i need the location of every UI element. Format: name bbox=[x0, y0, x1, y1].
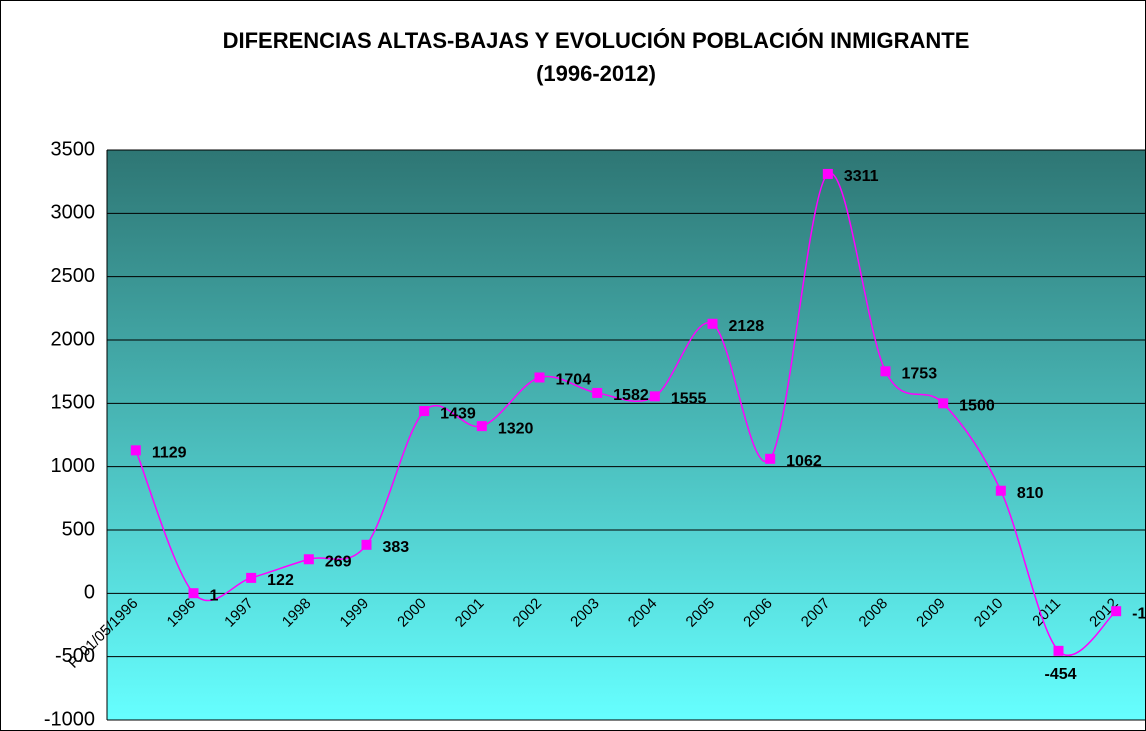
marker bbox=[707, 318, 718, 329]
data-label: 1062 bbox=[786, 453, 822, 470]
data-label: 1 bbox=[210, 587, 219, 604]
data-label: 269 bbox=[325, 553, 352, 570]
chart-title: DIFERENCIAS ALTAS-BAJAS Y EVOLUCIÓN POBL… bbox=[223, 28, 970, 53]
y-tick-label: 1500 bbox=[51, 392, 96, 414]
y-tick-label: -500 bbox=[55, 645, 95, 667]
marker bbox=[880, 366, 891, 377]
data-label: 1439 bbox=[440, 405, 476, 422]
data-label: 3311 bbox=[844, 168, 879, 185]
y-tick-label: 3000 bbox=[51, 202, 96, 224]
marker bbox=[419, 406, 430, 417]
data-label: 1320 bbox=[498, 420, 534, 437]
marker bbox=[592, 387, 603, 398]
y-tick-label: 1000 bbox=[51, 455, 96, 477]
plot-area bbox=[107, 150, 1145, 720]
data-label: 1129 bbox=[152, 445, 187, 462]
marker bbox=[534, 372, 545, 383]
marker bbox=[303, 554, 314, 565]
y-tick-label: 0 bbox=[84, 582, 95, 604]
marker bbox=[1053, 645, 1064, 656]
data-label: 122 bbox=[267, 572, 294, 589]
data-label: -141 bbox=[1132, 605, 1146, 622]
y-tick-label: 3500 bbox=[51, 138, 96, 160]
marker bbox=[476, 421, 487, 432]
marker bbox=[246, 572, 257, 583]
data-label: 1555 bbox=[671, 391, 707, 408]
y-tick-label: -1000 bbox=[44, 708, 95, 730]
marker bbox=[649, 391, 660, 402]
data-label: 810 bbox=[1017, 485, 1044, 502]
data-label: 1582 bbox=[613, 387, 649, 404]
data-label: -454 bbox=[1044, 666, 1076, 683]
data-label: 1704 bbox=[556, 372, 592, 389]
marker bbox=[822, 168, 833, 179]
marker bbox=[188, 588, 199, 599]
marker bbox=[765, 453, 776, 464]
y-tick-label: 500 bbox=[62, 518, 95, 540]
y-tick-label: 2500 bbox=[51, 265, 96, 287]
data-label: 1500 bbox=[959, 398, 995, 415]
data-label: 383 bbox=[383, 539, 410, 556]
marker bbox=[938, 398, 949, 409]
marker bbox=[361, 539, 372, 550]
marker bbox=[130, 445, 141, 456]
marker bbox=[1111, 606, 1122, 617]
y-tick-label: 2000 bbox=[51, 328, 96, 350]
data-label: 1753 bbox=[902, 366, 938, 383]
chart-subtitle: (1996-2012) bbox=[536, 61, 656, 86]
marker bbox=[995, 485, 1006, 496]
data-label: 2128 bbox=[729, 318, 765, 335]
